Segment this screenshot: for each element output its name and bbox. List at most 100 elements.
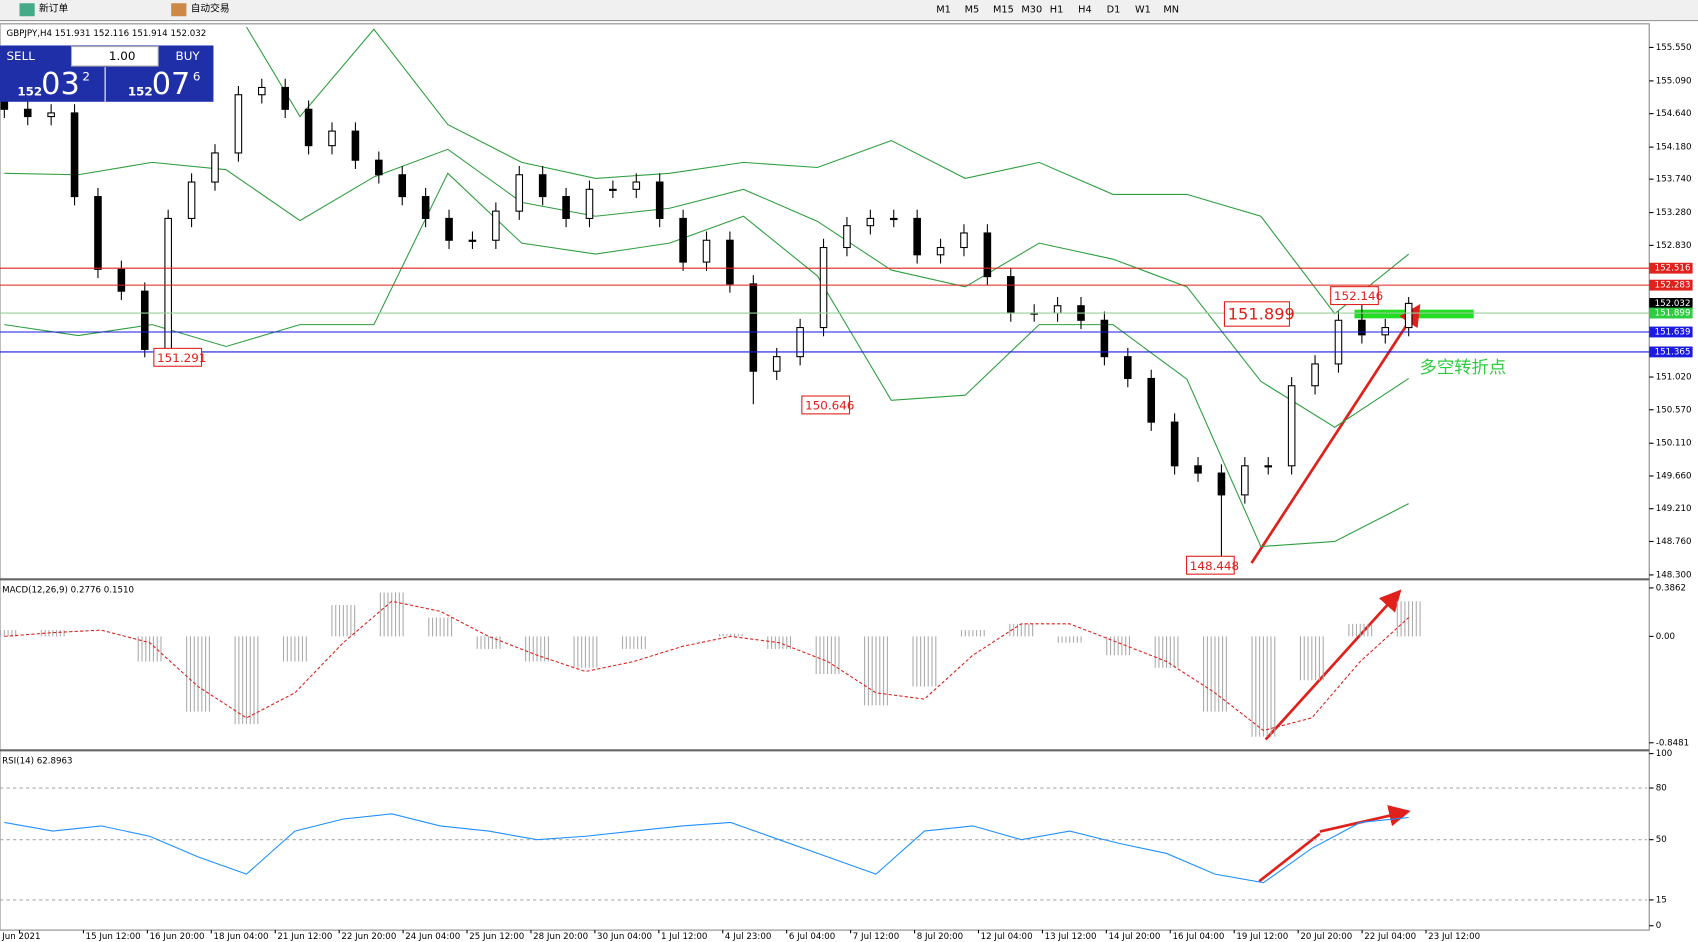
candle-body [187,181,196,219]
candle-body [960,232,968,249]
candle-body [1404,302,1413,329]
x-tick-label: 4 Jul 23:00 [725,932,771,942]
timeframe-button[interactable]: M15 [993,5,1014,16]
macd-signal [4,600,1410,732]
candle-body [211,152,219,183]
y-tick-label: 150.110 [1656,439,1692,449]
price-annotation-box [1223,301,1291,327]
trade-panel: SELL 1.00 BUY 152 03 2 152 07 6 [0,45,214,102]
candle-body [375,159,383,176]
timeframe-button[interactable]: H4 [1078,5,1092,16]
x-tick-label: 30 Jun 04:00 [597,932,652,942]
candle-body [702,239,711,263]
price-annotation-box [1185,555,1235,575]
lot-size[interactable]: 1.00 [109,49,136,63]
y-tick-label: 50 [1656,835,1667,845]
candle-body [258,86,266,96]
candle-body [1381,327,1390,336]
candle-body [1124,356,1132,380]
x-tick-label: 25 Jun 12:00 [469,932,524,942]
timeframe-button[interactable]: D1 [1107,5,1121,16]
y-tick-label: 151.020 [1656,373,1692,383]
price-annotation-box [153,347,203,367]
y-tick-label: 0.00 [1656,632,1675,642]
candle-body [0,101,9,110]
indicator-title: RSI(14) 62.8963 [2,757,72,767]
price-level-tag [1649,326,1693,338]
candle-body [983,232,992,278]
candle-body [328,130,336,147]
candle-body [585,188,594,219]
y-tick-label: 0 [1656,921,1662,931]
price-annotation: 151.899 [1228,305,1295,324]
x-tick-label: 7 Jul 12:00 [853,932,899,942]
price-level-label: 152.032 [1655,299,1691,309]
timeframe-button[interactable]: H1 [1050,5,1064,16]
price-level-tag [1649,346,1693,358]
candle-body [351,130,360,161]
candle-body [23,108,32,118]
bid-frac: 2 [82,69,90,83]
turning-point-note: 多空转折点 [1420,358,1507,378]
candle-body [749,283,758,372]
candle-body [234,94,243,154]
x-tick-label: 14 Jul 20:00 [1109,932,1161,942]
timeframe-button[interactable]: M30 [1021,5,1042,16]
price-annotation-box [1330,286,1379,306]
buy-button[interactable]: BUY [176,49,201,63]
auto-trading-icon[interactable] [171,3,187,17]
price-plot [0,27,1413,565]
price-annotation: 151.291 [157,351,206,365]
indicator-title: MACD(12,26,9) 0.2776 0.1510 [2,586,134,596]
timeframe-button[interactable]: M5 [965,5,980,16]
candle-body [117,268,126,292]
price-level-tag [1649,262,1693,274]
price-level-label: 152.516 [1655,264,1691,274]
x-tick-label: 28 Jun 20:00 [533,932,588,942]
candle-body [936,246,945,256]
candle-body [1311,363,1319,387]
x-tick-label: 19 Jul 12:00 [1236,932,1288,942]
x-tick-label: 20 Jul 20:00 [1300,932,1352,942]
candle-body [913,217,921,256]
price-annotation: 152.146 [1334,289,1383,303]
new-order-icon[interactable] [19,3,35,17]
candle-body [726,239,734,285]
candle-body [1053,305,1062,314]
x-tick-label: 8 Jul 20:00 [917,932,963,942]
new-order-button[interactable]: 新订单 [39,2,68,15]
price-level-label: 152.283 [1655,281,1691,291]
x-tick-label: 21 Jun 12:00 [277,932,332,942]
x-tick-label: 22 Jul 04:00 [1364,932,1416,942]
y-tick-label: 152.830 [1656,241,1692,251]
price-annotation-box [801,395,851,415]
candle-body [515,174,524,212]
candle-body [1194,465,1202,474]
x-tick-label: 18 Jun 04:00 [213,932,268,942]
auto-trading-button[interactable]: 自动交易 [191,2,230,15]
sell-button[interactable]: SELL [7,49,36,63]
timeframe-button[interactable]: M1 [936,5,951,16]
candle-body [140,290,149,350]
y-tick-label: 155.550 [1656,43,1692,53]
x-tick-label: 16 Jun 20:00 [150,932,205,942]
timeframe-button[interactable]: MN [1163,5,1179,16]
candle-body [492,210,500,241]
price-level-tag [1649,297,1693,309]
x-tick-label: 12 Jul 04:00 [981,932,1033,942]
x-tick-label: 24 Jun 04:00 [405,932,460,942]
y-tick-label: 15 [1656,895,1667,905]
ask-frac: 6 [193,69,201,83]
candle-body [1170,421,1179,467]
candle-body [655,181,664,219]
candle-body [445,217,453,241]
candle-body [1006,276,1015,314]
y-tick-label: 100 [1656,749,1673,759]
timeframe-button[interactable]: W1 [1135,5,1151,16]
candle-body [1241,465,1249,496]
y-tick-label: 148.760 [1656,537,1692,547]
x-tick-label: 23 Jul 12:00 [1428,932,1480,942]
candle-body [1100,319,1109,358]
y-tick-label: 153.740 [1656,175,1692,185]
